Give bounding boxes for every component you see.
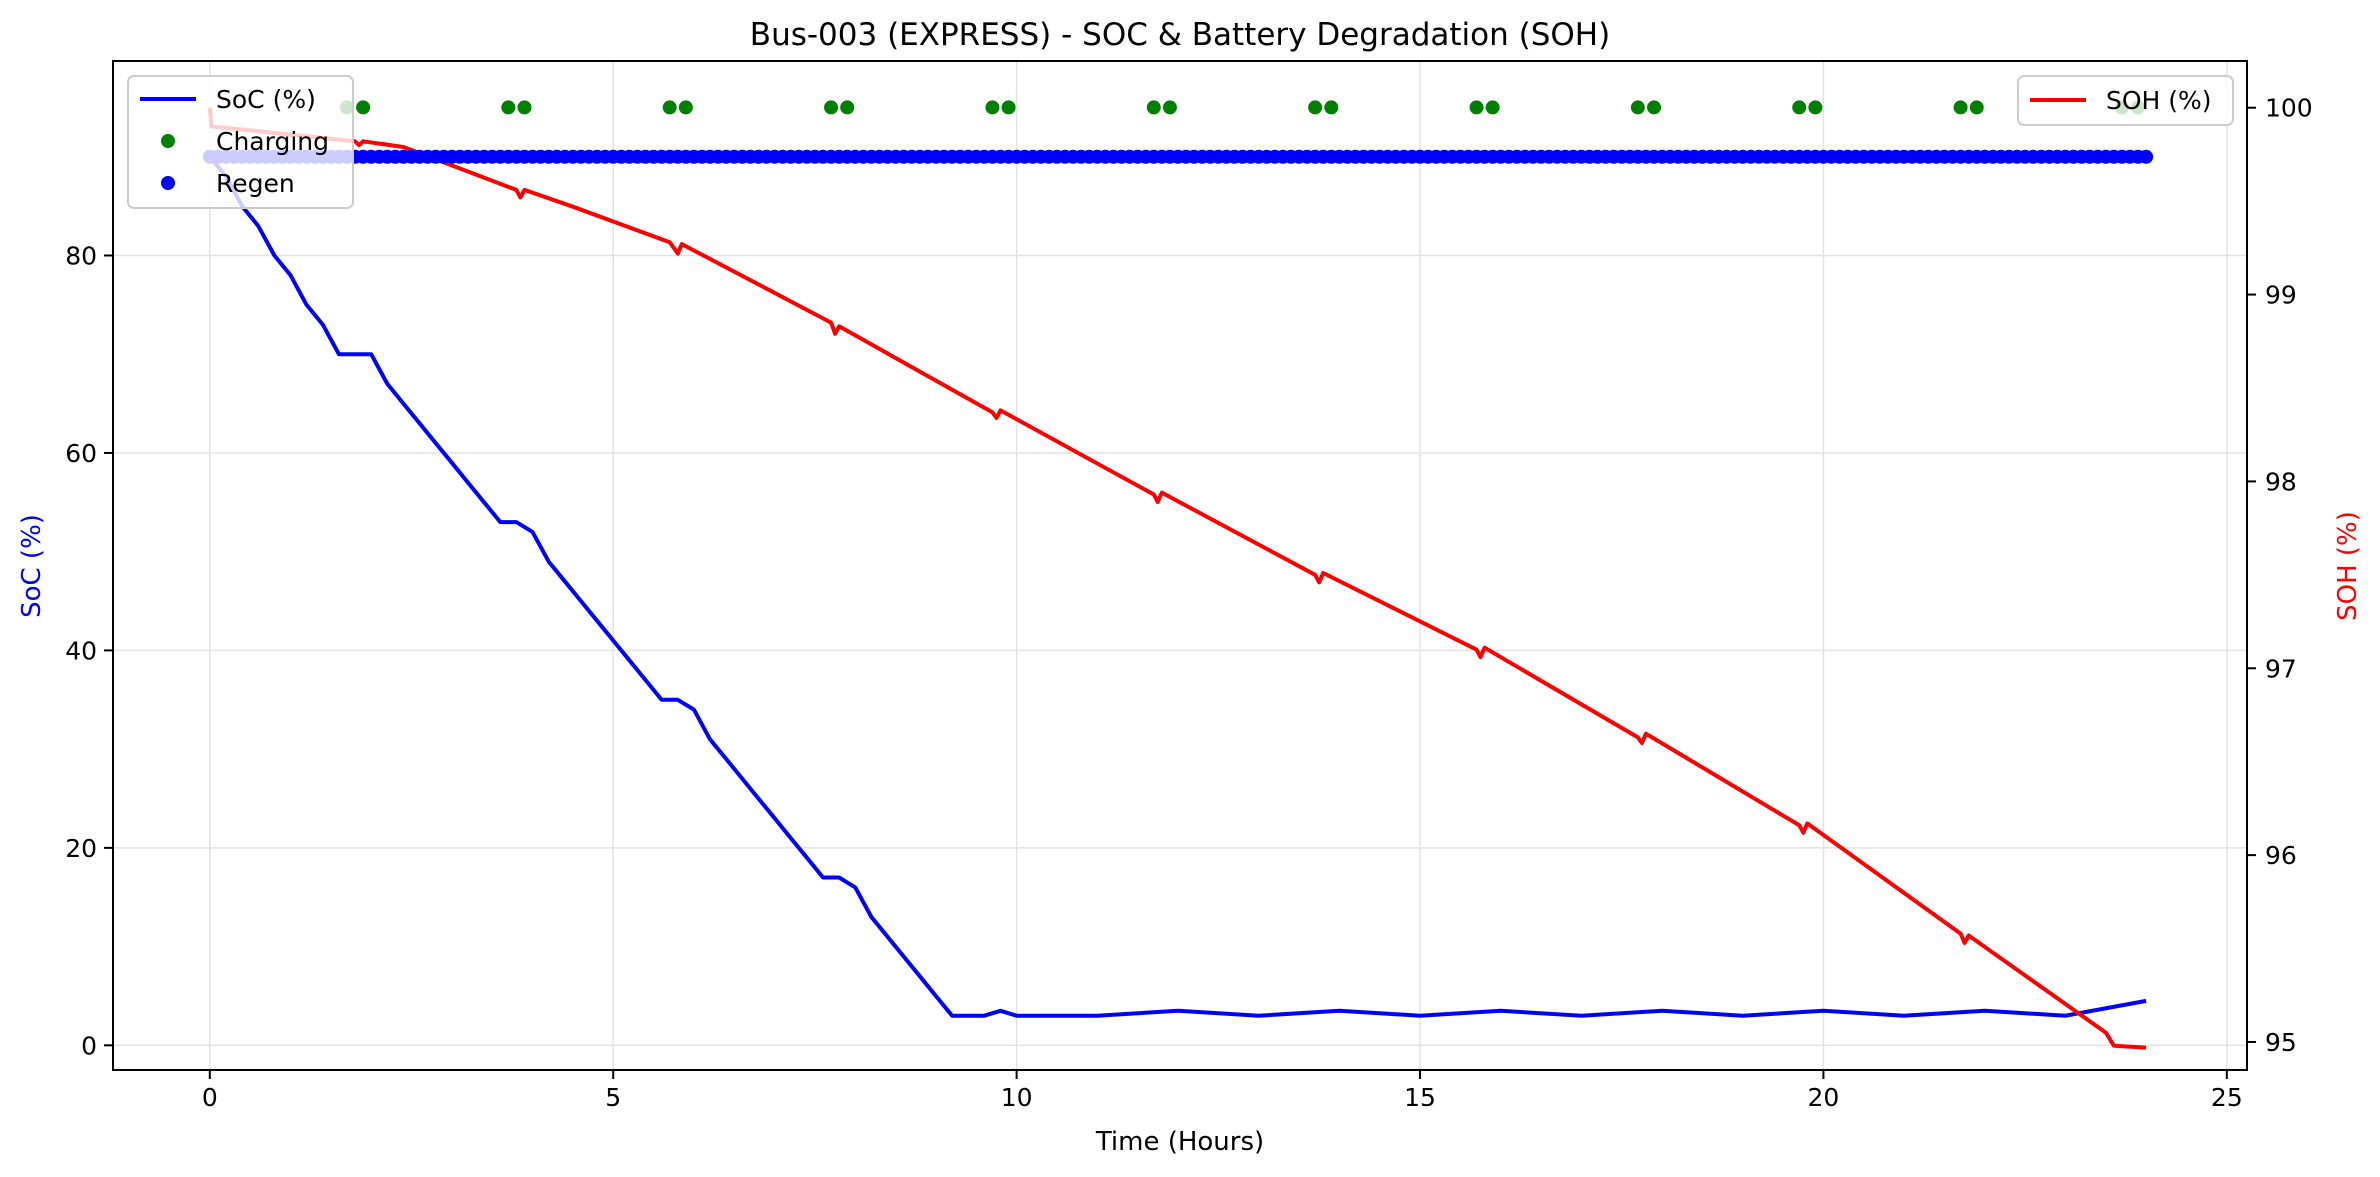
charging-point — [1146, 100, 1161, 115]
charging-point — [985, 100, 1000, 115]
x-tick-label: 5 — [605, 1083, 621, 1112]
x-tick-label: 10 — [1001, 1083, 1033, 1112]
charging-point — [1630, 100, 1645, 115]
regen-point — [2139, 149, 2154, 164]
charging-point — [1308, 100, 1323, 115]
legend-regen-swatch — [161, 176, 175, 190]
y-right-tick-label: 96 — [2265, 841, 2297, 870]
legend-right: SOH (%) — [2017, 75, 2234, 126]
legend-charging-swatch — [161, 134, 175, 148]
y-right-tick-label: 100 — [2265, 94, 2313, 123]
charging-point — [1162, 100, 1177, 115]
charging-point — [840, 100, 855, 115]
grid-layer — [113, 61, 2247, 1070]
charging-point — [678, 100, 693, 115]
charging-point — [1469, 100, 1484, 115]
y-left-tick-label: 20 — [65, 834, 97, 863]
soh-line — [207, 107, 2147, 1050]
x-tick-label: 0 — [202, 1083, 218, 1112]
y-left-tick-label: 0 — [81, 1031, 97, 1060]
y-left-tick-label: 80 — [65, 241, 97, 270]
axis-layer: 0 5 10 15 20 25 0 20 40 60 80 95 96 97 98 99 100 — [65, 94, 2313, 1112]
charging-point — [662, 100, 677, 115]
legend-soh-label: SOH (%) — [2106, 86, 2212, 115]
chart-title: Bus-003 (EXPRESS) - SOC & Battery Degrad… — [750, 17, 1610, 53]
charging-point — [1324, 100, 1339, 115]
charging-point — [1953, 100, 1968, 115]
y-right-tick-label: 97 — [2265, 654, 2297, 683]
y-left-tick-label: 60 — [65, 439, 97, 468]
y-axis-label-left: SoC (%) — [17, 514, 47, 618]
legend-soc-label: SoC (%) — [216, 85, 316, 114]
charging-point — [1646, 100, 1661, 115]
y-right-tick-label: 98 — [2265, 467, 2297, 496]
charging-point — [517, 100, 532, 115]
y-right-tick-label: 99 — [2265, 281, 2297, 310]
legend-regen-label: Regen — [216, 169, 295, 198]
charging-point — [1969, 100, 1984, 115]
y-right-tick-label: 95 — [2265, 1028, 2297, 1057]
soc-line — [208, 155, 2147, 1018]
charging-point — [1808, 100, 1823, 115]
legend-charging-label: Charging — [216, 127, 329, 156]
charging-point — [1792, 100, 1807, 115]
charging-point — [1485, 100, 1500, 115]
charging-point — [501, 100, 516, 115]
charging-point — [356, 100, 371, 115]
legend-left: SoC (%) Charging Regen — [127, 75, 354, 209]
x-tick-label: 20 — [1808, 1083, 1840, 1112]
plot-frame — [112, 60, 2248, 1071]
y-axis-label-right: SOH (%) — [2333, 511, 2363, 621]
x-tick-label: 15 — [1404, 1083, 1436, 1112]
y-left-tick-label: 40 — [65, 636, 97, 665]
x-tick-label: 25 — [2211, 1083, 2243, 1112]
charging-point — [824, 100, 839, 115]
charging-point — [1001, 100, 1016, 115]
x-axis-label: Time (Hours) — [1095, 1127, 1264, 1157]
